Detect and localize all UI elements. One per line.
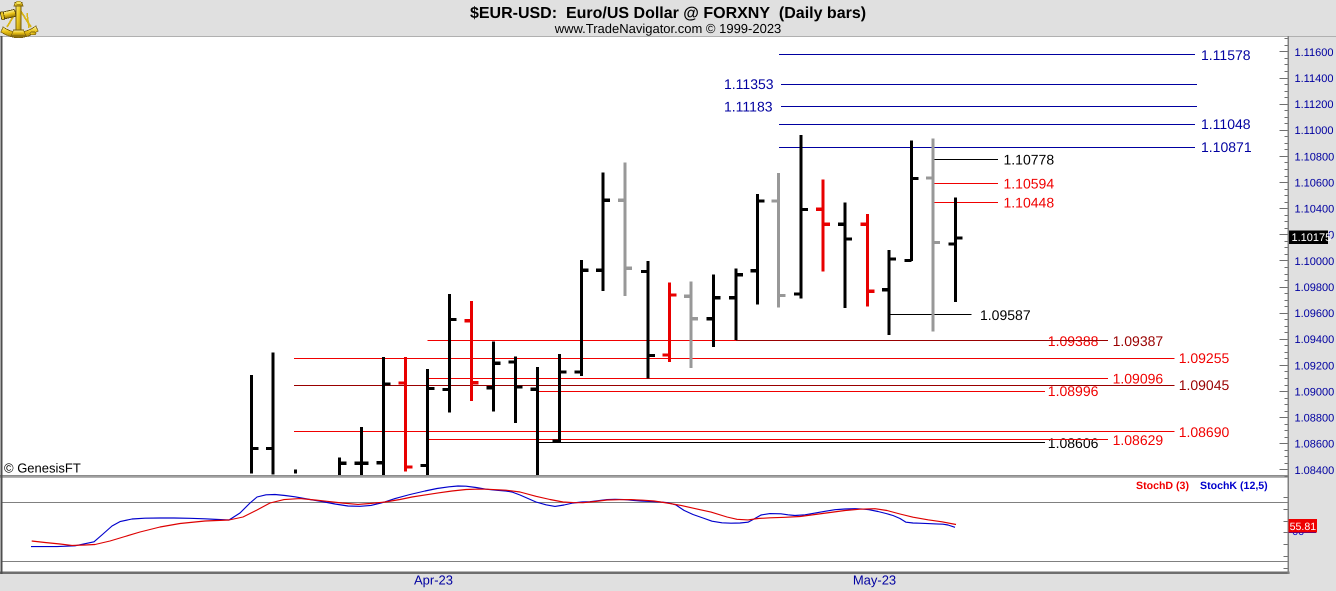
- svg-text:1.10175: 1.10175: [1292, 232, 1332, 244]
- svg-text:1.11400: 1.11400: [1295, 73, 1334, 85]
- svg-text:1.09045: 1.09045: [1179, 377, 1230, 393]
- svg-text:1.09587: 1.09587: [980, 307, 1031, 323]
- svg-text:Apr-23: Apr-23: [414, 573, 453, 588]
- svg-text:1.08996: 1.08996: [1048, 383, 1099, 399]
- svg-text:1.11600: 1.11600: [1295, 47, 1334, 59]
- svg-text:1.09400: 1.09400: [1295, 334, 1335, 346]
- svg-text:May-23: May-23: [853, 573, 896, 588]
- svg-text:1.11048: 1.11048: [1201, 116, 1251, 132]
- svg-text:1.10448: 1.10448: [1004, 194, 1055, 210]
- svg-text:1.08800: 1.08800: [1295, 413, 1335, 425]
- svg-text:1.10778: 1.10778: [1004, 151, 1055, 167]
- svg-text:© GenesisFT: © GenesisFT: [4, 460, 81, 475]
- svg-text:StochK (12,5): StochK (12,5): [1200, 480, 1268, 492]
- svg-text:www.TradeNavigator.com © 1999-: www.TradeNavigator.com © 1999-2023: [554, 21, 782, 36]
- svg-text:1.09800: 1.09800: [1295, 282, 1335, 294]
- svg-text:1.08606: 1.08606: [1048, 435, 1099, 451]
- svg-text:1.09387: 1.09387: [1113, 333, 1164, 349]
- svg-text:1.11353: 1.11353: [724, 76, 774, 92]
- svg-text:1.09255: 1.09255: [1179, 350, 1230, 366]
- svg-text:1.08690: 1.08690: [1179, 424, 1230, 440]
- svg-text:1.11200: 1.11200: [1295, 99, 1334, 111]
- svg-text:1.11000: 1.11000: [1295, 125, 1334, 137]
- svg-text:1.10871: 1.10871: [1201, 139, 1252, 155]
- svg-text:1.09200: 1.09200: [1295, 360, 1335, 372]
- svg-text:1.11578: 1.11578: [1201, 47, 1251, 63]
- svg-text:1.09000: 1.09000: [1295, 387, 1335, 399]
- svg-text:1.08600: 1.08600: [1295, 439, 1335, 451]
- svg-text:1.10000: 1.10000: [1295, 256, 1335, 268]
- svg-text:1.08629: 1.08629: [1113, 432, 1164, 448]
- svg-text:1.10800: 1.10800: [1295, 151, 1335, 163]
- svg-text:1.10600: 1.10600: [1295, 178, 1335, 190]
- svg-text:1.11183: 1.11183: [724, 98, 773, 114]
- svg-text:1.10400: 1.10400: [1295, 204, 1335, 216]
- svg-text:$EUR-USD: Euro/US Dollar @ FO: $EUR-USD: Euro/US Dollar @ FORXNY (Daily…: [470, 5, 866, 22]
- svg-text:StochD (3): StochD (3): [1136, 480, 1189, 492]
- svg-text:55.81: 55.81: [1290, 521, 1317, 533]
- svg-text:1.10594: 1.10594: [1004, 175, 1055, 191]
- svg-text:1.09096: 1.09096: [1113, 370, 1164, 386]
- svg-text:1.08400: 1.08400: [1295, 465, 1335, 477]
- svg-text:1.09600: 1.09600: [1295, 308, 1335, 320]
